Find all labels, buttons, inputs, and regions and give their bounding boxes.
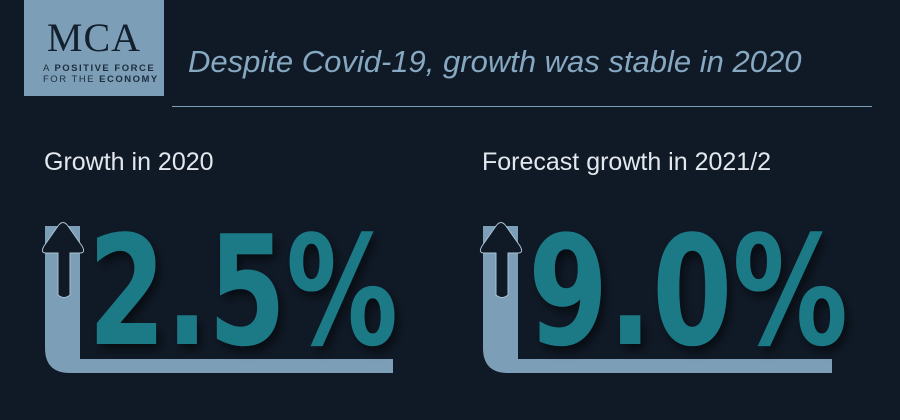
page-title: Despite Covid-19, growth was stable in 2… bbox=[188, 44, 802, 79]
logo-tagline: A POSITIVE FORCE FOR THE ECONOMY bbox=[43, 63, 159, 85]
growth-bar-2020 bbox=[45, 226, 393, 373]
mca-logo: MCA A POSITIVE FORCE FOR THE ECONOMY bbox=[24, 0, 164, 96]
stat-value-forecast: 9.0% bbox=[528, 203, 848, 380]
tagline-part: ECONOMY bbox=[99, 74, 159, 85]
stat-label-2020: Growth in 2020 bbox=[44, 148, 214, 176]
divider bbox=[172, 106, 872, 107]
arrow-up-icon bbox=[41, 222, 85, 298]
tagline-part: FOR THE bbox=[43, 74, 100, 85]
stat-label-forecast: Forecast growth in 2021/2 bbox=[482, 148, 772, 176]
logo-wordmark: MCA bbox=[46, 15, 142, 60]
arrow-up-icon bbox=[479, 222, 523, 298]
growth-bar-forecast bbox=[483, 226, 832, 373]
stat-value-2020: 2.5% bbox=[88, 203, 398, 380]
tagline-part: POSITIVE FORCE bbox=[54, 63, 156, 74]
tagline-part: A bbox=[43, 63, 55, 74]
